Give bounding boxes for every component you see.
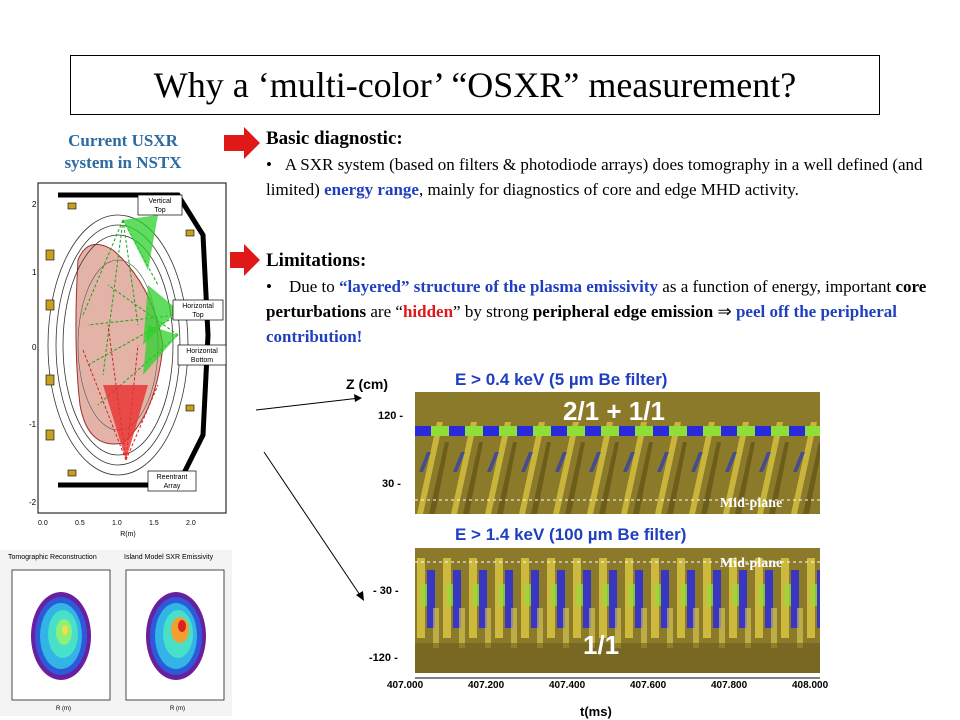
- left-caption: Current USXR system in NSTX: [28, 130, 218, 174]
- left-caption-line2: system in NSTX: [64, 153, 182, 172]
- x-axis-label: R(m): [120, 531, 136, 538]
- lim-t7: ” by strong: [453, 302, 533, 321]
- lim-peel: peel off the peripheral contribution!: [266, 302, 897, 346]
- upper-y-tick: 30 -: [382, 478, 401, 490]
- label-horizontal-bottom-2: Bottom: [191, 357, 213, 364]
- basic-diagnostic-block: Basic diagnostic: • A SXR system (based …: [266, 128, 951, 202]
- left-caption-line1: Current USXR: [68, 131, 178, 150]
- lim-hidden: hidden: [402, 302, 454, 321]
- upper-mid-plane: Mid-plane: [720, 496, 783, 511]
- lower-y-tick: - 30 -: [373, 585, 399, 597]
- y-tick: -2: [29, 498, 37, 507]
- lower-chart-title: E > 1.4 keV (100 µm Be filter): [455, 525, 687, 544]
- lower-y-tick: -120 -: [369, 652, 398, 664]
- reconstruction-panel: Tomographic Reconstruction Island Model …: [0, 550, 232, 716]
- x-tick: 407.800: [711, 680, 748, 691]
- label-horizontal-top-2: Top: [192, 312, 203, 319]
- limitations-heading: Limitations:: [266, 250, 367, 271]
- x-tick: 0.0: [38, 520, 48, 527]
- lim-implies: ⇒: [713, 302, 736, 321]
- recon-x-label: R (m): [170, 706, 185, 712]
- lower-mid-plane: Mid-plane: [720, 556, 783, 571]
- lim-t3: as a function of energy, important: [658, 277, 896, 296]
- basic-t3: , mainly for diagnostics of core and edg…: [418, 180, 799, 199]
- slide-title: Why a ‘multi-color’ “OSXR” measurement?: [153, 65, 797, 105]
- basic-text: • A SXR system (based on filters & photo…: [266, 152, 951, 202]
- upper-heatmap: 2/1 + 1/1 Mid-plane: [415, 392, 820, 514]
- upper-heatmap-svg: [415, 392, 820, 514]
- label-vertical-top-2: Top: [154, 207, 165, 214]
- basic-energy-range: energy range: [324, 180, 419, 199]
- lim-t5: are “: [366, 302, 403, 321]
- recon-left-contour: [31, 592, 91, 680]
- x-tick: 407.600: [630, 680, 667, 691]
- label-horizontal-top-1: Horizontal: [182, 303, 214, 310]
- limitations-text: • Due to “layered” structure of the plas…: [266, 274, 951, 349]
- lim-t1: Due to: [288, 277, 339, 296]
- x-tick: 408.000: [792, 680, 829, 691]
- red-arrow-icon: [224, 127, 260, 159]
- y-tick: -1: [29, 420, 37, 429]
- label-vertical-top-1: Vertical: [149, 198, 172, 205]
- x-tick: 0.5: [75, 520, 85, 527]
- basic-heading: Basic diagnostic:: [266, 128, 403, 149]
- upper-ylabel: Z (cm): [346, 376, 388, 392]
- x-tick: 1.5: [149, 520, 159, 527]
- x-tick: 1.0: [112, 520, 122, 527]
- pointer-lines: [255, 394, 364, 601]
- recon-x-label: R (m): [56, 706, 71, 712]
- x-tick: 407.400: [549, 680, 586, 691]
- red-arrow-icon: [224, 244, 260, 276]
- x-tick: 2.0: [186, 520, 196, 527]
- y-tick: 2: [32, 200, 37, 209]
- lim-layered: “layered” structure of the plasma emissi…: [339, 277, 659, 296]
- lower-heatmap-svg: [415, 548, 820, 673]
- upper-chart-title: E > 0.4 keV (5 µm Be filter): [455, 370, 668, 389]
- recon-right-contour: [146, 592, 206, 680]
- upper-y-tick: 120 -: [378, 410, 404, 422]
- time-axis: [415, 677, 820, 679]
- recon-plots: R (m) R (m): [11, 569, 225, 712]
- y-tick: 0: [32, 343, 37, 352]
- label-reentrant-1: Reentrant: [157, 474, 188, 481]
- lim-peripheral: peripheral edge emission: [532, 302, 714, 321]
- lower-annotation: 1/1: [583, 630, 620, 660]
- x-tick: 407.200: [468, 680, 505, 691]
- recon-title-left: Tomographic Reconstruction: [8, 554, 97, 561]
- x-tick: 407.000: [387, 680, 424, 691]
- limitations-block: Limitations: • Due to “layered” structur…: [266, 250, 951, 349]
- upper-annotation: 2/1 + 1/1: [563, 396, 665, 426]
- lim-core: core perturbations: [266, 277, 927, 321]
- basic-t1: A SXR system (based on filters & photodi…: [266, 155, 923, 199]
- bullet: •: [266, 155, 272, 174]
- slide-title-box: Why a ‘multi-color’ “OSXR” measurement?: [70, 55, 880, 115]
- lower-heatmap: Mid-plane 1/1: [415, 548, 820, 673]
- y-tick: 1: [32, 268, 37, 277]
- label-reentrant-2: Array: [164, 483, 181, 490]
- label-horizontal-bottom-1: Horizontal: [186, 348, 218, 355]
- bullet: •: [266, 277, 272, 296]
- recon-title-right: Island Model SXR Emissivity: [124, 554, 214, 561]
- x-axis-label: t(ms): [580, 704, 612, 719]
- nstx-cross-section-diagram: Vertical Top Horizontal Top Horizontal B…: [28, 175, 230, 540]
